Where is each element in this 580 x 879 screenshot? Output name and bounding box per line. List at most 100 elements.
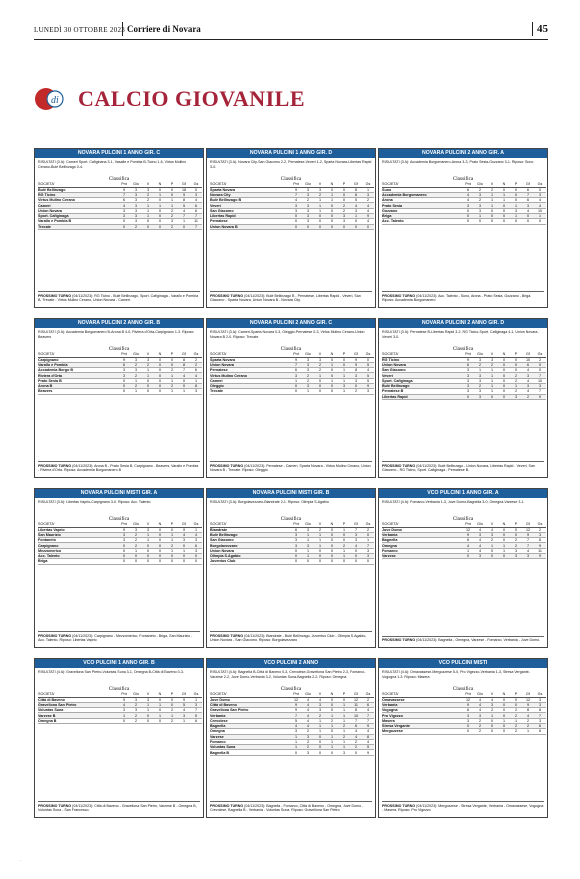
stat-cell: 0 — [498, 702, 510, 709]
column-header: Gf — [350, 692, 362, 698]
column-header: Gf — [178, 182, 190, 188]
table-row: San Giacomo 3 3 1 0 2 3 4 — [210, 208, 374, 215]
stat-cell: 1 — [166, 548, 178, 555]
team-name: Pernatese — [210, 218, 290, 225]
stat-cell: 0 — [338, 192, 350, 199]
stat-cell: 1 — [166, 712, 178, 719]
stat-cell: 0 — [314, 558, 326, 565]
stat-cell: 2 — [534, 527, 546, 533]
stat-cell: 1 — [142, 372, 154, 379]
stat-cell: 0 — [498, 712, 510, 719]
stat-cell: 0 — [498, 537, 510, 544]
stat-cell: 1 — [486, 197, 498, 204]
team-name: Omegna B — [38, 718, 118, 725]
team-name: Carpignano — [38, 542, 118, 549]
stat-cell: 0 — [118, 378, 130, 385]
stat-cell: 8 — [350, 707, 362, 714]
team-name: Bagnella — [382, 537, 462, 544]
stat-cell: 0 — [290, 383, 302, 390]
stat-cell: 1 — [338, 744, 350, 751]
table-row: Union Novara 0 1 0 0 1 0 3 — [210, 548, 374, 555]
standings-table: SOCIETA' Pnt Gio V N P Gf Gs Città di Baveno 9 3 3 0… — [38, 692, 202, 725]
stat-cell: 2 — [190, 362, 202, 369]
column-header: Gs — [362, 522, 374, 528]
stat-cell: 3 — [362, 548, 374, 555]
team-name: San Maurizio — [38, 532, 118, 539]
stat-cell: 0 — [510, 702, 522, 709]
next-round: PROSSIMO TURNO (04/11/2023): Bagnella - … — [382, 635, 544, 643]
stat-cell: 4 — [462, 192, 474, 199]
column-header: N — [326, 692, 338, 698]
stat-cell: 2 — [166, 208, 178, 215]
stat-cell: 4 — [290, 197, 302, 204]
stat-cell: 7 — [362, 712, 374, 719]
card-title: NOVARA PULCINI 1 ANNO GIR. D — [207, 149, 375, 158]
stat-cell: 0 — [118, 558, 130, 565]
stat-cell: 4 — [350, 728, 362, 735]
stat-cell: 1 — [362, 187, 374, 193]
team-name: Mezzomerico — [38, 548, 118, 555]
stat-cell: 0 — [498, 553, 510, 560]
stat-cell: 9 — [178, 192, 190, 199]
next-round-text: (04/11/2023): Carpignano - Mezzomerico, … — [38, 633, 193, 643]
stat-cell: 0 — [314, 378, 326, 385]
stat-cell: 0 — [326, 388, 338, 395]
stat-cell: 3 — [302, 192, 314, 199]
card-title: VCO PULCINI MISTI — [379, 659, 547, 668]
stat-cell: 0 — [142, 542, 154, 549]
table-row: Riviera d'Orta 3 2 1 0 1 4 4 — [38, 372, 202, 379]
next-round-label: PROSSIMO TURNO — [382, 463, 416, 468]
stat-cell: 9 — [534, 553, 546, 560]
stat-cell: 3 — [178, 537, 190, 544]
team-name: Varallo e Pombia B — [38, 218, 118, 225]
stat-cell: 1 — [178, 388, 190, 395]
stat-cell: 3 — [190, 537, 202, 544]
table-row: Sport. Cafiginaga 3 3 1 0 2 7 7 — [38, 213, 202, 220]
stat-cell: 3 — [302, 357, 314, 363]
next-round-label: PROSSIMO TURNO — [382, 638, 416, 643]
stat-cell: 1 — [486, 378, 498, 385]
stat-cell: 4 — [362, 208, 374, 215]
stat-cell: 1 — [534, 213, 546, 220]
stat-cell: 2 — [166, 383, 178, 390]
stat-cell: 4 — [350, 734, 362, 740]
team-name: Libertas Rapid — [382, 394, 462, 400]
classifica-heading: Classifica — [452, 686, 474, 692]
stat-cell: 0 — [338, 197, 350, 204]
team-name: Juve Domo — [382, 527, 462, 533]
table-row: Libertas Rapid 0 3 0 0 3 2 9 — [382, 394, 546, 400]
stat-cell: 0 — [350, 553, 362, 560]
stat-cell: 1 — [510, 383, 522, 390]
stat-cell: 0 — [510, 197, 522, 204]
stat-cell: 3 — [510, 548, 522, 555]
stat-cell: 0 — [142, 378, 154, 385]
stat-cell: 3 — [190, 702, 202, 709]
stat-cell: 3 — [290, 372, 302, 379]
card-results: RISULTATI (4 A): Fomarco-Verbania 1-3, J… — [382, 500, 525, 504]
table-row: Voluntas Suna 3 3 1 0 2 4 7 — [38, 707, 202, 714]
stat-cell: 3 — [474, 532, 486, 539]
stat-cell: 0 — [510, 532, 522, 539]
stat-cell: 0 — [154, 542, 166, 549]
card-results: RISULTATI (4 A): Omavassese-Mergozzese 5… — [382, 670, 530, 679]
standings-table: SOCIETA' Pnt Gio V N P Gf Gs Omavassese 12 4 4 0 0 12 3… — [382, 692, 546, 735]
footer-mark: . — [20, 858, 22, 863]
team-name: Voluntas Suna — [38, 707, 118, 714]
stat-cell: 4 — [462, 197, 474, 204]
table-row: Carpignano 0 2 0 0 2 0 6 — [38, 542, 202, 549]
stat-cell: 1 — [314, 542, 326, 549]
stat-cell: 3 — [522, 383, 534, 390]
table-row: San Maurizio 3 2 1 0 1 4 4 — [38, 532, 202, 539]
next-round-label: PROSSIMO TURNO — [210, 633, 244, 638]
card-title: NOVARA PULCINI 2 ANNO GIR. D — [379, 319, 547, 328]
team-name: Voluntas Suna — [210, 744, 290, 751]
stat-cell: 6 — [362, 702, 374, 709]
table-row: Union Novara 6 2 2 0 0 6 0 — [382, 362, 546, 369]
column-header: Gs — [362, 692, 374, 698]
stat-cell: 0 — [326, 749, 338, 756]
stat-cell: 3 — [314, 187, 326, 193]
stat-cell: 2 — [166, 213, 178, 220]
section-title: CALCIO GIOVANILE — [78, 86, 306, 111]
next-round: PROSSIMO TURNO (04/11/2023): Mergozzese … — [382, 801, 544, 813]
team-name: Cameri — [210, 378, 290, 385]
